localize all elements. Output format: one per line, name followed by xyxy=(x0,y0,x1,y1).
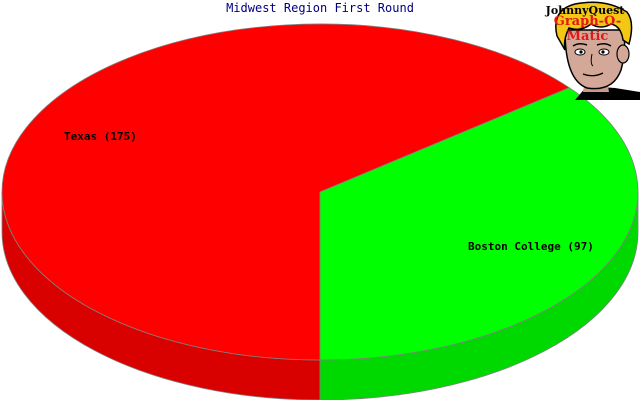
logo-text-line1: JohnnyQuest xyxy=(545,4,625,17)
johnny-quest-logo: JohnnyQuest Graph-O-Matic xyxy=(535,0,640,100)
pie-slice-1 xyxy=(319,87,639,361)
pie-slice-0 xyxy=(1,23,571,361)
chart-title: Midwest Region First Round xyxy=(226,1,414,15)
slice-label-texas: Texas (175) xyxy=(64,130,137,143)
slice-label-boston-college: Boston College (97) xyxy=(468,240,594,253)
logo-text-line2: Graph-O-Matic xyxy=(553,14,622,44)
logo-face-icon xyxy=(555,1,640,100)
